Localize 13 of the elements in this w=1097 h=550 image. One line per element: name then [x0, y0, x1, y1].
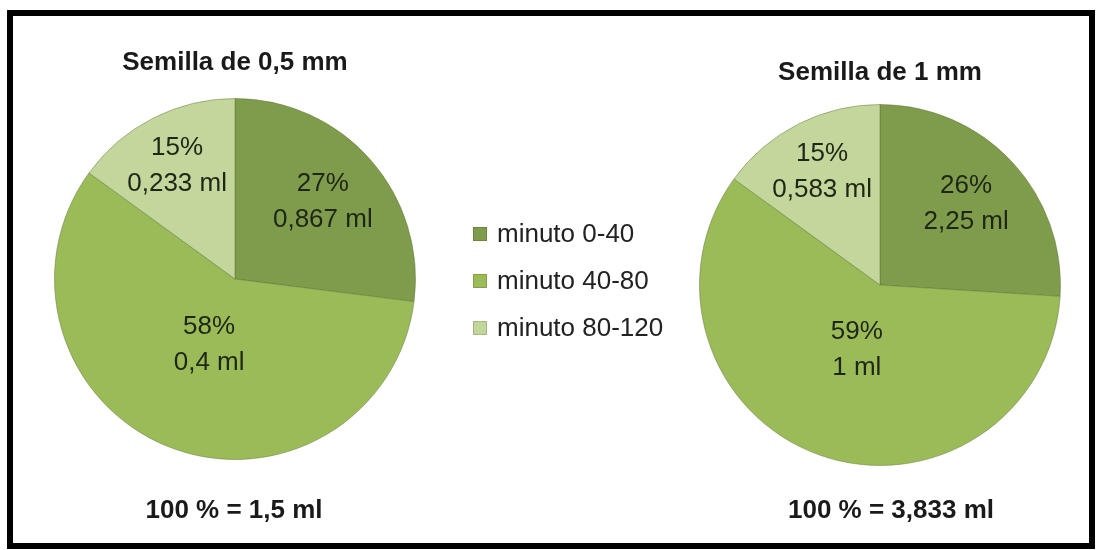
legend-label: minuto 40-80	[497, 265, 649, 296]
chart-title: Semilla de 1 mm	[777, 56, 983, 86]
data-label: 26% 2,25 ml	[923, 168, 1009, 235]
text: 100 % = 1,5 ml	[144, 494, 324, 524]
data-label: 58% 0,4 ml	[173, 309, 245, 376]
data-label: 15% 0,583 ml	[772, 136, 872, 203]
legend-label: minuto 80-120	[497, 312, 664, 343]
data-label: 59% 1 ml	[830, 314, 883, 381]
data-label: 15% 0,233 ml	[127, 130, 227, 197]
text: 100 % = 3,833 ml	[787, 494, 995, 524]
chart-title: Semilla de 0,5 mm	[121, 46, 349, 76]
data-label: 27% 0,867 ml	[272, 166, 373, 233]
legend-label: minuto 0-40	[497, 218, 635, 249]
